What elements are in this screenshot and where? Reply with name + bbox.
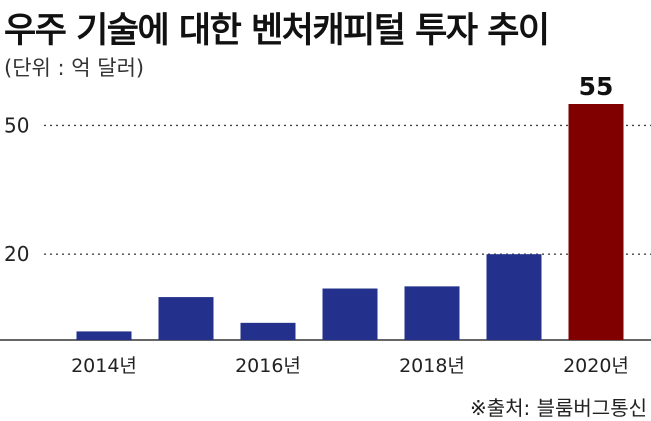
x-tick-label-2018년: 2018년 <box>399 355 465 377</box>
x-tick-label-2016년: 2016년 <box>235 355 301 377</box>
bars <box>76 104 624 340</box>
bar-2015년 <box>158 297 214 340</box>
bar-2014년 <box>76 331 132 340</box>
chart-title: 우주 기술에 대한 벤처캐피털 투자 추이 <box>4 11 550 51</box>
source-note: ※출처: 블룸버그통신 <box>469 396 647 420</box>
bar-2020년 <box>568 104 624 340</box>
x-tick-label-2014년: 2014년 <box>71 355 137 377</box>
bar-2019년 <box>486 254 542 340</box>
data-label-2020년: 55 <box>579 72 614 101</box>
bar-2018년 <box>404 286 460 340</box>
x-tick-label-2020년: 2020년 <box>563 355 629 377</box>
y-tick-label-50: 50 <box>4 113 29 137</box>
bar-2017년 <box>322 288 378 340</box>
labels: 20 50 2014년 2016년 2018년 2020년 55 <box>4 72 629 377</box>
y-tick-label-20: 20 <box>4 242 29 266</box>
bar-2016년 <box>240 322 296 340</box>
chart-unit-label: (단위 : 억 달러) <box>4 56 145 80</box>
